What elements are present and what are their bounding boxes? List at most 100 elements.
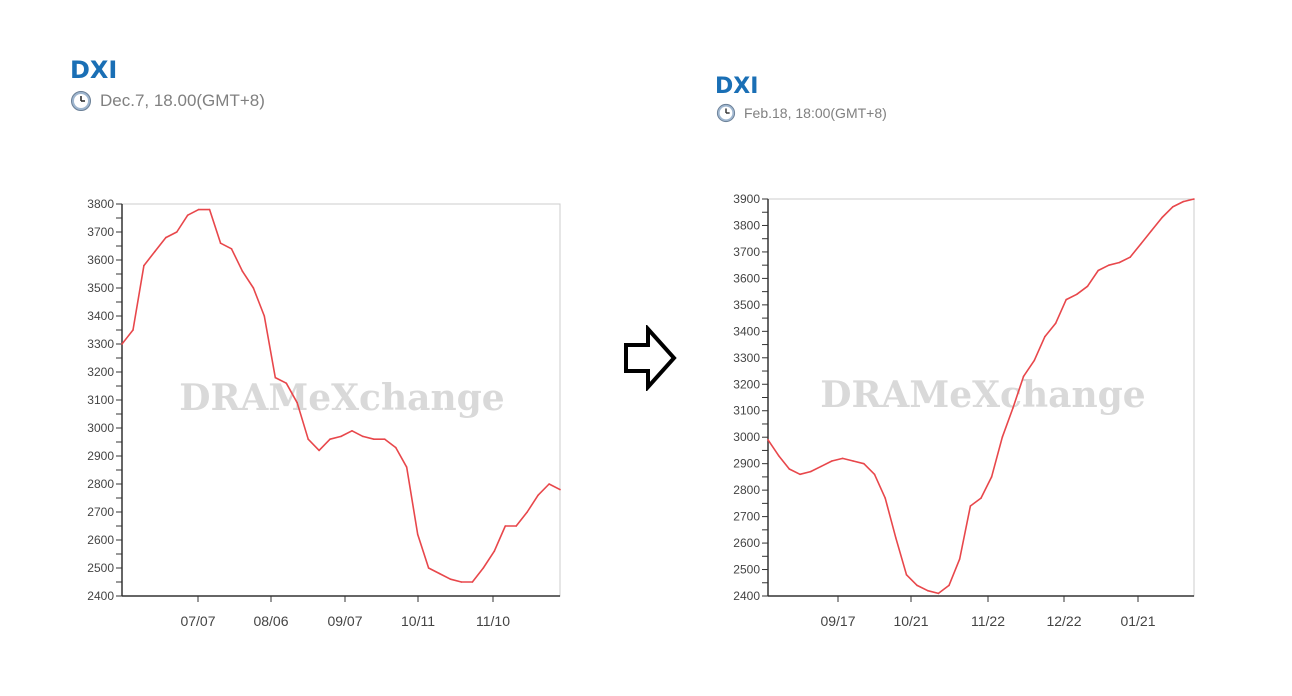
data-point (351, 430, 353, 432)
data-point (384, 438, 386, 441)
y-tick-label: 2700 (733, 510, 760, 524)
data-point (863, 462, 865, 465)
data-point (460, 581, 463, 583)
plot-area (121, 203, 561, 597)
y-tick-label: 3700 (87, 225, 114, 239)
data-point (537, 494, 539, 497)
x-tick-label: 12/22 (1046, 613, 1081, 629)
data-point (559, 488, 561, 491)
data-point (526, 511, 528, 513)
panel-1-title: DXI (70, 56, 118, 84)
data-point (186, 214, 189, 216)
data-point (154, 250, 156, 253)
data-point (969, 505, 972, 507)
x-tick-label: 09/07 (327, 613, 362, 629)
data-point (927, 589, 929, 592)
y-tick-label: 2600 (87, 533, 114, 547)
data-point (143, 264, 145, 267)
y-tick-label: 3300 (733, 351, 760, 365)
data-point (841, 457, 844, 460)
data-point (1054, 322, 1057, 325)
y-tick-label: 2800 (733, 483, 760, 497)
data-point (405, 466, 408, 469)
y-tick-label: 3700 (733, 245, 760, 259)
data-point (1129, 256, 1131, 258)
panel-1-timestamp-text: Dec.7, 18.00(GMT+8) (100, 91, 265, 110)
data-point (340, 435, 342, 438)
y-tick-label: 2800 (87, 477, 114, 491)
y-tick-label: 2700 (87, 505, 114, 519)
chart-1: DRAMeXchange 2400 2500 2600 2700 2800 2900 3000… (87, 197, 561, 629)
data-point (1118, 261, 1121, 264)
data-point (884, 497, 886, 499)
x-tick-label: 08/06 (253, 613, 288, 629)
y-tick-label: 3000 (733, 430, 760, 444)
data-point (548, 483, 550, 485)
data-point (1033, 359, 1036, 362)
data-point (416, 533, 419, 536)
y-tick-label: 3100 (733, 404, 760, 418)
data-point (1171, 206, 1174, 208)
right-arrow-icon (624, 325, 677, 391)
x-tick-label: 11/22 (971, 613, 1005, 629)
data-point (831, 460, 833, 462)
y-tick-label: 3500 (733, 298, 760, 312)
data-point (176, 231, 178, 233)
data-point (799, 473, 801, 476)
data-point (482, 567, 485, 569)
data-point (318, 449, 320, 452)
data-point (504, 525, 507, 527)
y-tick-label: 3800 (87, 197, 114, 211)
watermark-text: DRAMeXchange (179, 377, 504, 419)
data-point (1022, 375, 1025, 378)
data-point (307, 438, 309, 441)
data-point (373, 438, 375, 441)
data-point (132, 329, 134, 331)
x-tick-label: 01/21 (1120, 613, 1155, 629)
data-point (1193, 198, 1195, 200)
data-point (285, 382, 288, 384)
panel-1-timestamp: Dec.7, 18.00(GMT+8) (70, 90, 265, 112)
y-tick-label: 3900 (733, 192, 760, 206)
watermark-text: DRAMeXchange (820, 374, 1145, 416)
data-point (873, 473, 876, 476)
data-point (916, 584, 918, 587)
data-point (1086, 285, 1089, 288)
data-point (395, 446, 397, 449)
data-point (197, 208, 200, 211)
y-tick-label: 3600 (87, 253, 114, 267)
data-point (990, 476, 993, 478)
y-tick-label: 2500 (733, 563, 760, 577)
data-point (427, 567, 430, 569)
data-point (777, 454, 780, 457)
y-tick-label: 3100 (87, 393, 114, 407)
y-tick-label: 2400 (733, 589, 760, 603)
data-point (1044, 335, 1046, 338)
data-point (1097, 269, 1099, 272)
data-point (263, 315, 266, 317)
data-point (165, 236, 167, 239)
y-tick-label: 3500 (87, 281, 114, 295)
y-tick-label: 2400 (87, 589, 114, 603)
data-point (1108, 264, 1110, 266)
clock-icon (716, 103, 736, 123)
x-tick-label: 10/21 (893, 613, 928, 629)
data-point (1161, 216, 1163, 219)
y-tick-label: 2500 (87, 561, 114, 575)
data-point (980, 497, 982, 499)
y-tick-label: 3600 (733, 271, 760, 285)
panel-2-title: DXI (715, 74, 759, 99)
data-point (1065, 298, 1067, 301)
data-point (809, 470, 812, 473)
data-point (121, 343, 123, 345)
data-point (449, 578, 452, 580)
x-tick-label: 10/11 (401, 613, 435, 629)
data-point (493, 550, 496, 552)
y-tick-label: 3300 (87, 337, 114, 351)
data-point (767, 439, 769, 441)
y-tick-label: 3000 (87, 421, 114, 435)
clock-icon (71, 91, 91, 111)
y-tick-label: 3400 (733, 324, 760, 338)
y-tick-label: 2900 (733, 457, 760, 471)
data-point (230, 248, 233, 250)
